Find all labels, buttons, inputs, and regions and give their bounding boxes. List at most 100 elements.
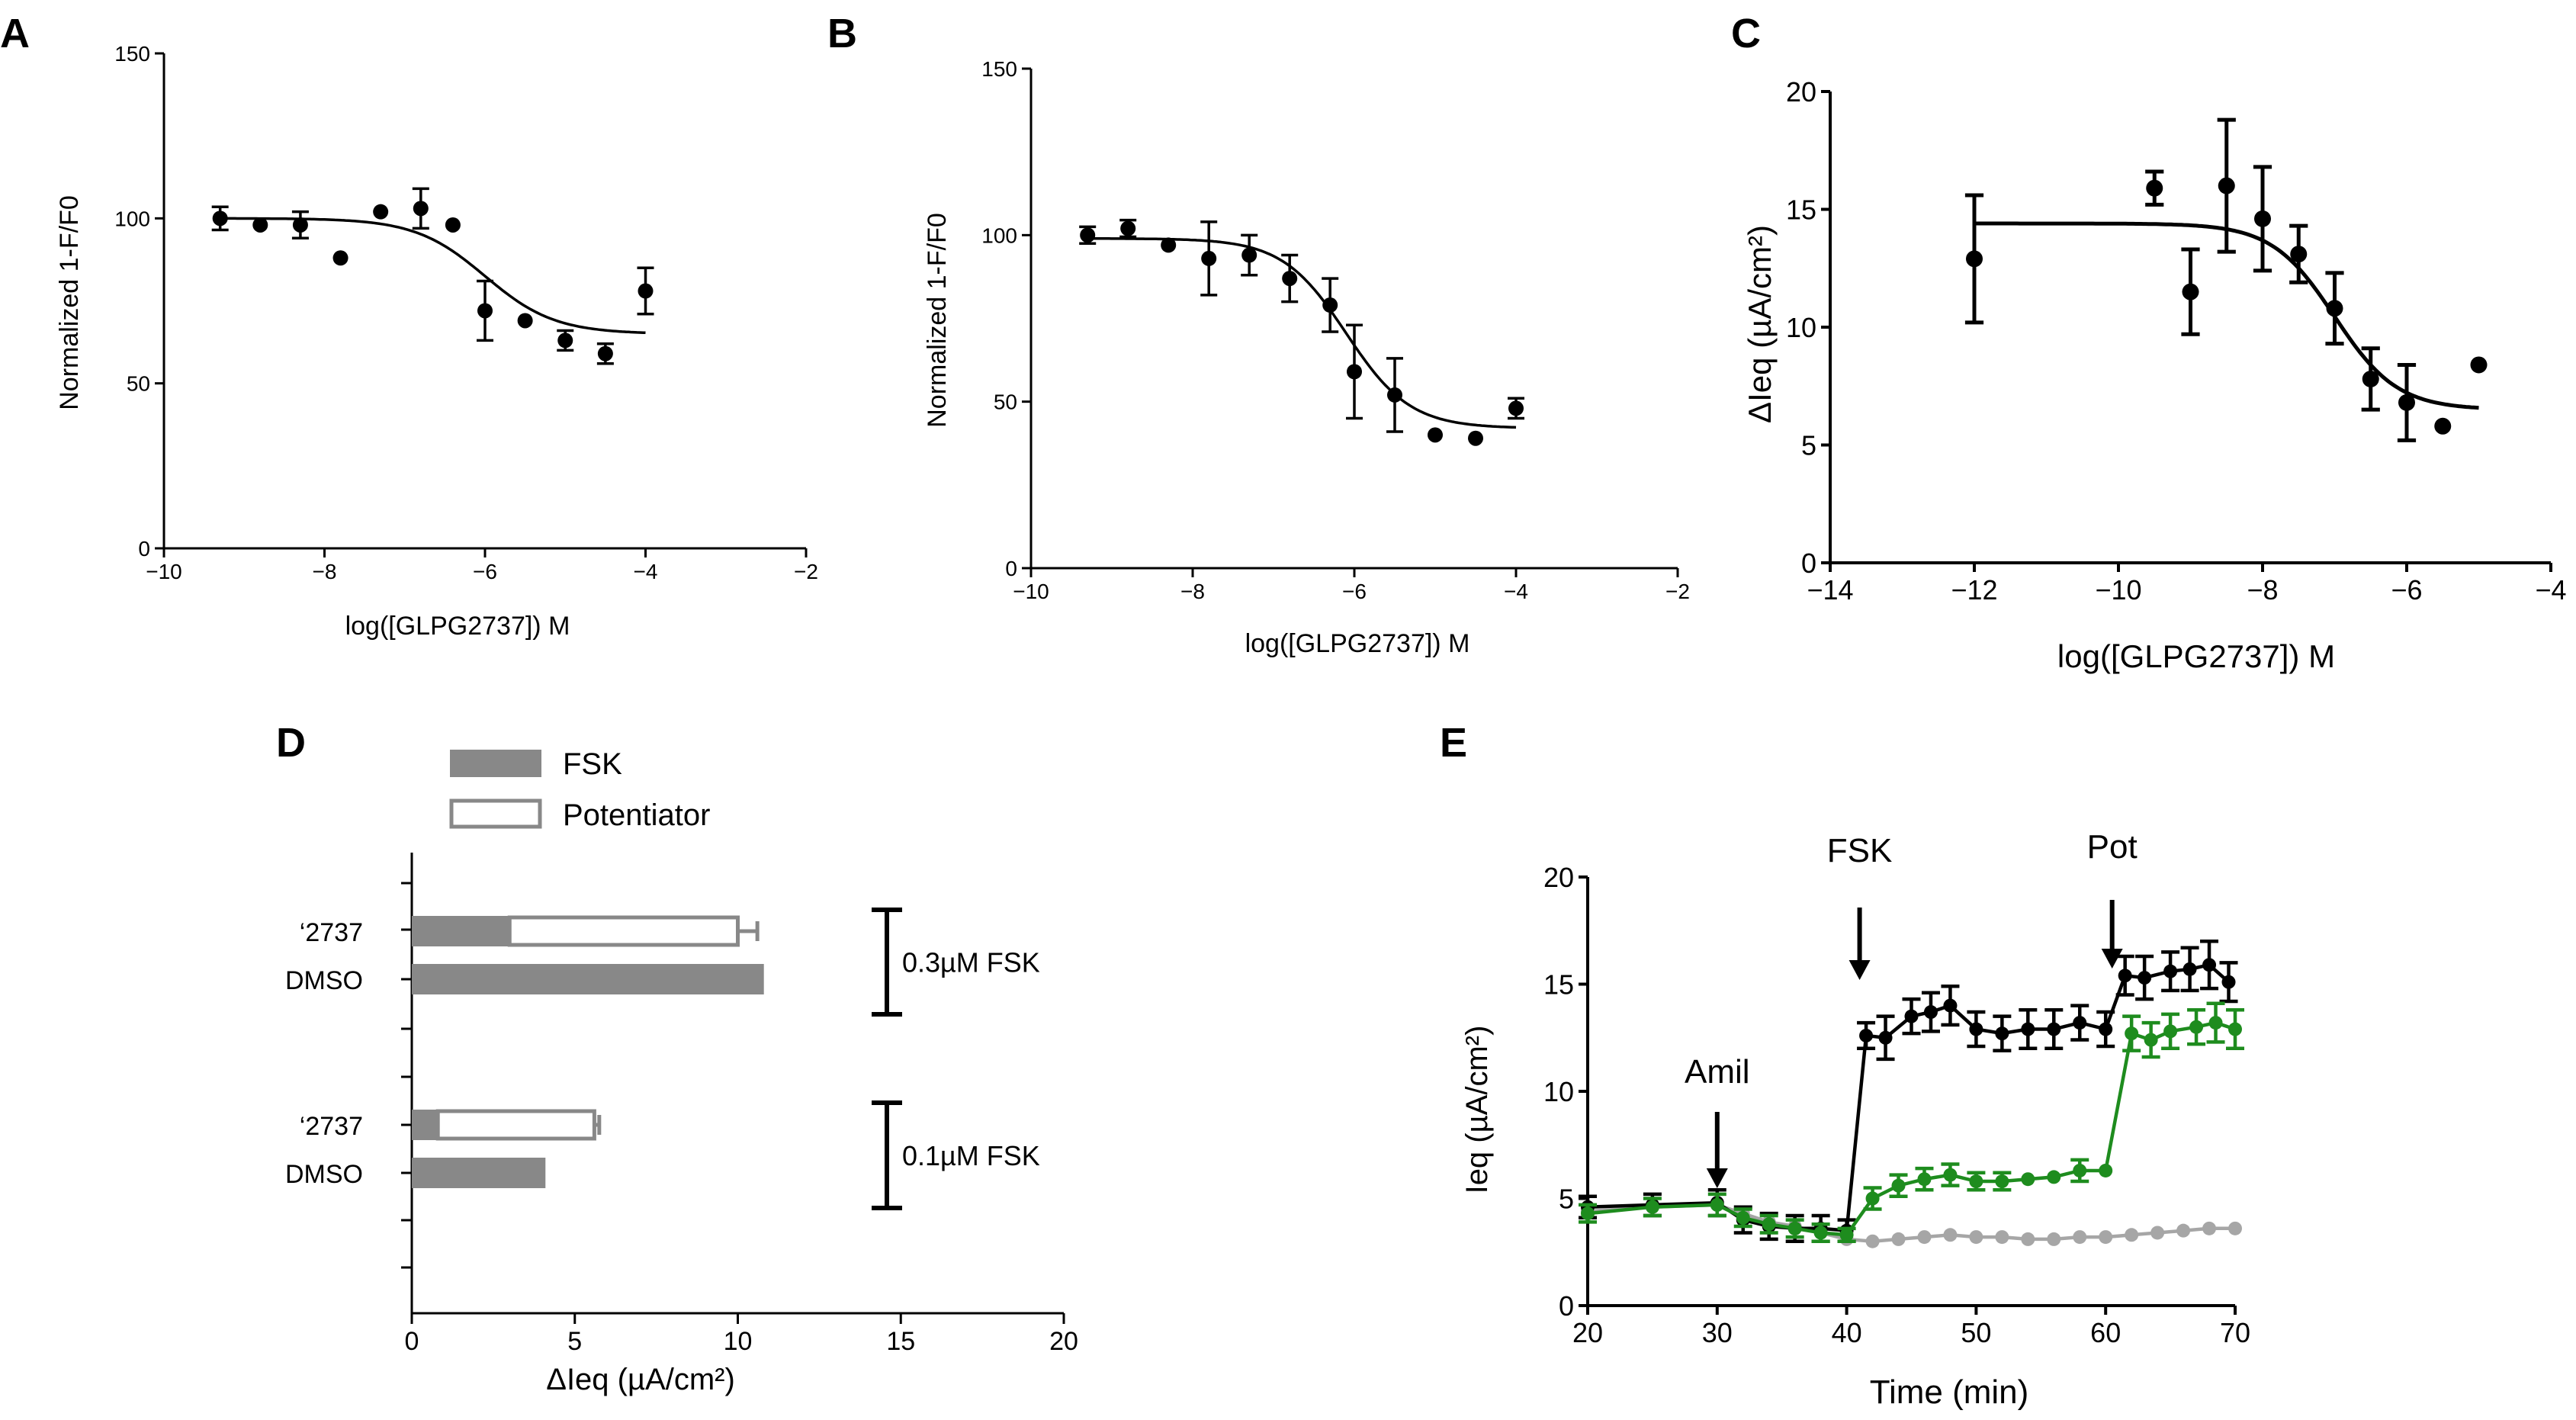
data-point [445, 217, 461, 233]
x-tick-label: 10 [724, 1327, 753, 1356]
data-point [1468, 430, 1483, 446]
data-point-green [1787, 1221, 1802, 1235]
panel-e: E 20 30 40 50 60 70 0 5 10 15 20 Amil FSK Pot Time (m… [1440, 720, 2250, 1411]
x-tick-label: −8 [2247, 574, 2278, 606]
annotation-arrow-head [1848, 960, 1871, 980]
annotation-label: FSK [1827, 832, 1893, 869]
data-point-black [1859, 1028, 1874, 1043]
y-tick-label: 50 [994, 390, 1017, 414]
row-label: DMSO [285, 966, 363, 995]
potentiator-bar [507, 915, 740, 947]
data-point [1161, 237, 1177, 253]
y-tick-label: 0 [1559, 1290, 1574, 1322]
data-point-black [2118, 969, 2132, 983]
data-point [1387, 387, 1402, 403]
y-tick-label: 10 [1543, 1076, 1574, 1107]
annotation-label: Amil [1685, 1053, 1750, 1091]
data-point [2434, 417, 2452, 435]
data-point-grey [2176, 1223, 2191, 1238]
panel-b-y-axis-label: Normalized 1-F/F0 [923, 213, 952, 428]
panel-c-plot-area: −14 −12 −10 −8 −6 −4 0 5 10 15 20 [1786, 76, 2567, 606]
data-point-black [2138, 971, 2152, 985]
data-point [1282, 271, 1298, 287]
x-tick-label: 40 [1832, 1317, 1862, 1348]
data-point [1966, 250, 1983, 268]
data-point [2218, 177, 2235, 194]
y-tick-label: 15 [1786, 194, 1816, 225]
y-tick-label: 50 [127, 372, 150, 396]
panel-a-plot-area: −10 −8 −6 −4 −2 0 50 100 150 [114, 42, 818, 583]
group-bracket [872, 908, 902, 1017]
x-tick-label: −4 [1504, 580, 1528, 603]
data-point-black [1995, 1026, 2009, 1041]
data-point-grey [2073, 1230, 2087, 1245]
x-tick-label: −10 [146, 560, 182, 583]
panel-b: B −10 −8 −6 −4 −2 0 50 100 150 log([GLPG2737]) M… [827, 11, 1690, 658]
data-point [332, 250, 348, 266]
data-point-grey [1891, 1232, 1906, 1246]
data-point-green [2144, 1033, 2158, 1047]
legend-fsk-swatch [450, 750, 541, 777]
panel-d-label: D [276, 720, 306, 766]
data-point [2146, 179, 2163, 197]
data-point-green [1839, 1228, 1854, 1242]
y-tick-label: 5 [1559, 1183, 1574, 1214]
data-point [1322, 297, 1338, 313]
data-point-black [2047, 1022, 2061, 1036]
data-point-black [1904, 1009, 1919, 1023]
data-point [477, 303, 493, 319]
data-point-black [1969, 1022, 1983, 1036]
row-label: ‘2737 [300, 1112, 363, 1141]
x-tick-label: 15 [886, 1327, 915, 1356]
data-point-green [1736, 1210, 1750, 1225]
y-tick-label: 150 [981, 57, 1017, 81]
fsk-bar [412, 1110, 438, 1140]
x-tick-label: −14 [1807, 574, 1853, 606]
y-tick-label: 5 [1801, 429, 1816, 461]
panel-e-plot-area: 20 30 40 50 60 70 0 5 10 15 20 Amil FSK Pot [1543, 828, 2250, 1348]
data-point-green [2208, 1016, 2223, 1030]
data-point [2326, 300, 2343, 317]
data-point-black [2202, 958, 2217, 972]
data-point-green [1917, 1172, 1932, 1187]
panel-e-x-axis-label: Time (min) [1870, 1373, 2029, 1411]
panel-a-label: A [0, 11, 30, 56]
data-point-green [1995, 1174, 2009, 1189]
fsk-bar [412, 964, 764, 994]
data-point [1080, 227, 1096, 243]
data-point [1508, 400, 1524, 416]
panel-a-y-axis-label: Normalized 1-F/F0 [55, 195, 84, 410]
error-bar [594, 1115, 602, 1135]
x-tick-label: −10 [1013, 580, 1049, 603]
panel-d-plot-area: 0 5 10 15 20 ‘2737 DMSO 0.3µM FSK ‘2737 DMSO 0.1µM… [285, 853, 1078, 1356]
data-point [2290, 246, 2308, 263]
fsk-bar [412, 916, 510, 946]
data-point-grey [1917, 1230, 1932, 1245]
data-point [1201, 250, 1217, 266]
panel-c-label: C [1731, 11, 1761, 56]
data-point-green [2047, 1170, 2061, 1184]
data-point-black [1878, 1030, 1893, 1045]
data-point-green [1645, 1200, 1659, 1214]
data-point-black [1923, 1005, 1938, 1020]
x-tick-label: −6 [2391, 574, 2422, 606]
y-tick-label: 0 [138, 537, 150, 561]
row-label: ‘2737 [300, 918, 363, 947]
data-point [1241, 247, 1257, 263]
data-point [517, 313, 533, 329]
data-point-green [2189, 1020, 2204, 1034]
data-point-black [2183, 962, 2197, 976]
data-point [638, 283, 654, 299]
y-tick-label: 20 [1786, 76, 1816, 108]
data-point-grey [1943, 1228, 1958, 1242]
y-tick-label: 150 [114, 42, 150, 66]
data-point-green [1710, 1197, 1724, 1212]
data-point-grey [2228, 1221, 2242, 1235]
data-point [292, 217, 308, 233]
x-tick-label: −12 [1951, 574, 1997, 606]
data-point-green [1969, 1174, 1983, 1189]
data-point-grey [2047, 1232, 2061, 1246]
data-point-grey [2021, 1232, 2035, 1246]
data-point-green [1762, 1217, 1776, 1232]
data-point-grey [2150, 1226, 2165, 1240]
